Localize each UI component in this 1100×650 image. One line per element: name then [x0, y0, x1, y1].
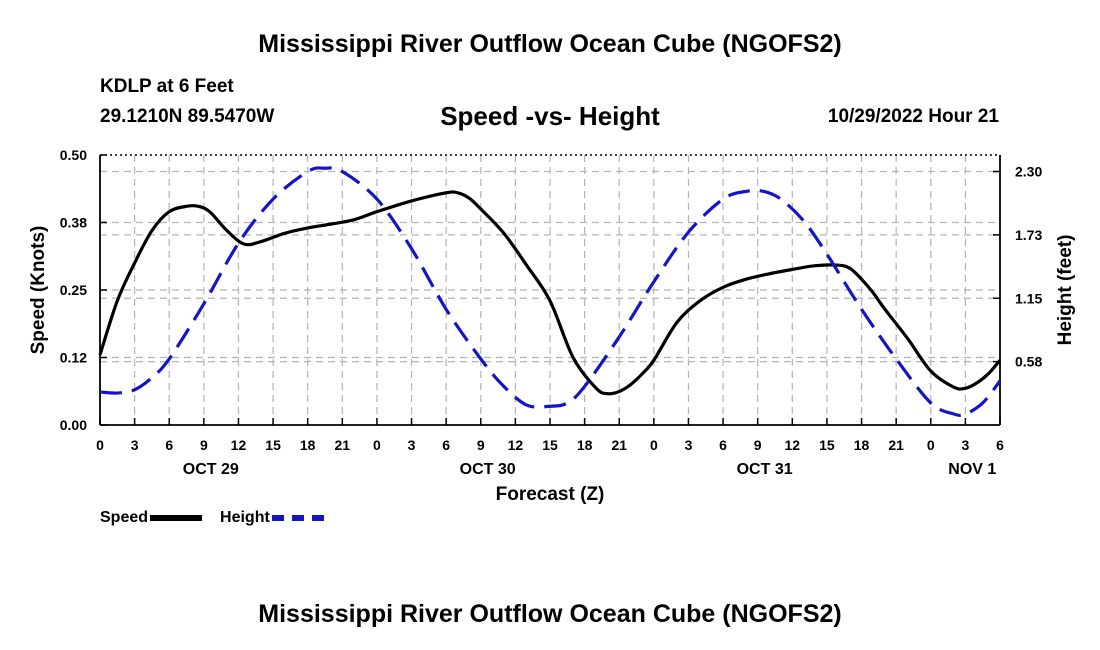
- y-tick-label-left: 0.50: [60, 147, 87, 163]
- x-tick-label: 21: [335, 437, 351, 453]
- x-tick-label: 18: [300, 437, 316, 453]
- x-date-label: OCT 31: [737, 461, 793, 478]
- x-tick-label: 3: [961, 437, 969, 453]
- y-tick-label-right: 1.15: [1015, 290, 1042, 306]
- x-tick-label: 12: [231, 437, 247, 453]
- x-tick-label: 6: [165, 437, 173, 453]
- x-tick-label: 3: [131, 437, 139, 453]
- x-tick-label: 15: [265, 437, 281, 453]
- x-tick-label: 9: [477, 437, 485, 453]
- x-date-label: OCT 30: [460, 461, 516, 478]
- height-series-line: [99, 166, 1002, 417]
- x-tick-label: 0: [373, 437, 381, 453]
- station-coordinates: 29.1210N 89.5470W: [100, 106, 275, 127]
- legend-speed-label: Speed: [100, 509, 149, 526]
- speed-series-line: [98, 190, 1002, 396]
- legend-height-label: Height: [220, 509, 270, 526]
- x-tick-label: 21: [888, 437, 904, 453]
- x-tick-label: 3: [685, 437, 693, 453]
- legend-height-swatch: [271, 515, 324, 521]
- x-date-label: NOV 1: [948, 461, 996, 478]
- y-tick-label-right: 1.73: [1015, 227, 1042, 243]
- x-tick-label: 15: [819, 437, 835, 453]
- bottom-title: Mississippi River Outflow Ocean Cube (NG…: [258, 600, 842, 628]
- y-tick-label-left: 0.25: [60, 282, 87, 298]
- legend: Speed Height: [100, 509, 342, 527]
- y-axis-title-right: Height (feet): [1055, 235, 1076, 346]
- x-tick-label: 15: [542, 437, 558, 453]
- x-tick-label: 6: [996, 437, 1004, 453]
- chart-subtitle: Speed -vs- Height: [440, 101, 660, 131]
- x-tick-label: 6: [719, 437, 727, 453]
- x-tick-label: 0: [96, 437, 104, 453]
- y-tick-label-right: 2.30: [1015, 164, 1042, 180]
- x-tick-label: 9: [754, 437, 762, 453]
- y-tick-label-right: 0.58: [1015, 354, 1042, 370]
- station-label: KDLP at 6 Feet: [100, 76, 234, 97]
- x-tick-label: 0: [927, 437, 935, 453]
- y-tick-label-left: 0.12: [60, 350, 87, 366]
- x-tick-label: 0: [650, 437, 658, 453]
- x-axis-title: Forecast (Z): [496, 484, 605, 505]
- x-tick-label: 18: [577, 437, 593, 453]
- x-tick-label: 21: [611, 437, 627, 453]
- x-tick-label: 9: [200, 437, 208, 453]
- x-date-label: OCT 29: [183, 461, 239, 478]
- y-tick-label-left: 0.00: [60, 417, 87, 433]
- x-tick-label: 6: [442, 437, 450, 453]
- x-tick-label: 12: [508, 437, 524, 453]
- x-tick-label: 18: [854, 437, 870, 453]
- main-title: Mississippi River Outflow Ocean Cube (NG…: [258, 30, 842, 58]
- forecast-datetime: 10/29/2022 Hour 21: [827, 106, 999, 127]
- y-axis-title-left: Speed (Knots): [28, 226, 49, 355]
- x-tick-label: 12: [785, 437, 801, 453]
- legend-speed-swatch: [150, 515, 203, 521]
- x-tick-label: 3: [408, 437, 416, 453]
- y-tick-label-left: 0.38: [60, 215, 87, 231]
